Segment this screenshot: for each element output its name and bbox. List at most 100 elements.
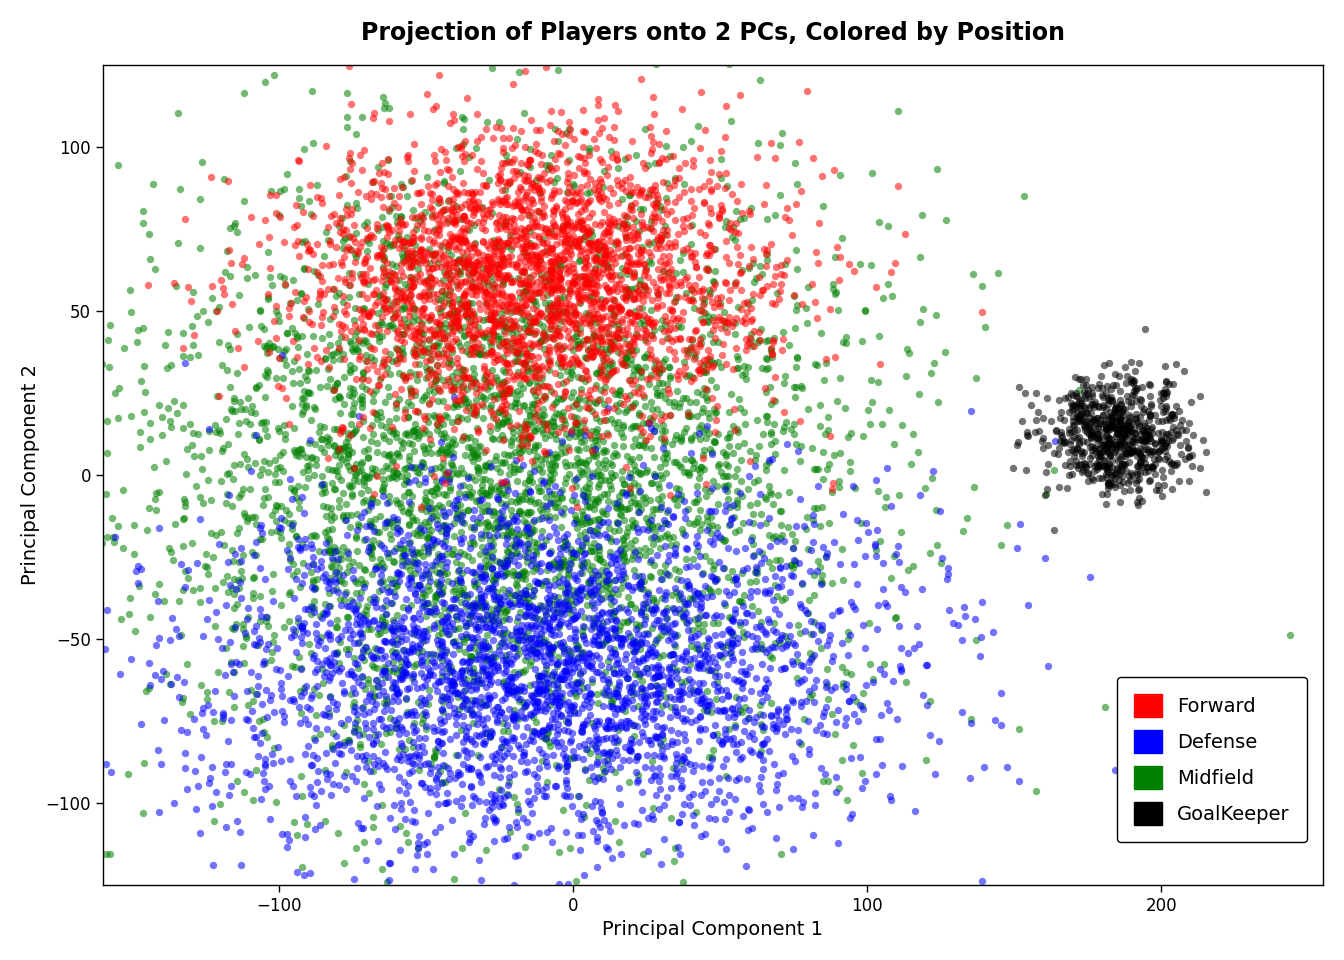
Point (429, 228, 450, 243)
Point (732, 563, 754, 578)
Point (63, 516, 85, 531)
Point (399, 380, 421, 396)
Point (352, 410, 374, 425)
Point (496, 196, 517, 211)
Point (630, 605, 652, 620)
Point (91, 535, 113, 550)
Point (422, 557, 444, 572)
Point (351, 286, 372, 301)
Point (493, 559, 515, 574)
Point (837, 647, 859, 662)
Point (636, 371, 657, 386)
Point (512, 362, 534, 377)
Point (430, 674, 452, 689)
Point (710, 530, 731, 545)
Point (351, 455, 372, 470)
Point (421, 654, 442, 669)
Point (138, 656, 160, 671)
Point (621, 658, 642, 673)
Point (452, 342, 473, 357)
Point (344, 317, 366, 332)
Point (501, 684, 523, 699)
Point (515, 245, 536, 260)
Point (530, 564, 551, 579)
Point (542, 603, 563, 618)
Point (543, 386, 564, 401)
Point (624, 562, 645, 577)
Point (511, 444, 532, 460)
Point (734, 295, 755, 310)
Point (524, 408, 546, 423)
Point (418, 312, 439, 327)
Point (431, 639, 453, 655)
Point (1024, 424, 1046, 440)
Point (628, 246, 649, 261)
Point (386, 258, 407, 274)
Point (687, 586, 708, 601)
Point (413, 630, 434, 645)
Point (1109, 393, 1130, 408)
Point (379, 347, 401, 362)
Point (277, 324, 298, 340)
Point (521, 398, 543, 414)
Point (110, 612, 132, 627)
Point (804, 461, 825, 476)
Point (399, 369, 421, 384)
Point (509, 664, 531, 680)
Point (508, 504, 530, 519)
Point (485, 592, 507, 608)
Point (335, 329, 356, 345)
Point (673, 424, 695, 440)
Point (590, 801, 612, 816)
Point (582, 466, 603, 481)
Point (430, 427, 452, 443)
Point (263, 628, 285, 643)
Point (1114, 445, 1136, 461)
Point (1167, 456, 1188, 471)
Point (241, 405, 262, 420)
Point (83, 334, 105, 349)
Point (683, 583, 704, 598)
Point (536, 666, 558, 682)
Point (503, 536, 524, 551)
Point (836, 682, 857, 697)
Point (450, 396, 472, 412)
Point (453, 208, 474, 224)
Point (468, 256, 489, 272)
Point (524, 637, 546, 653)
Point (745, 619, 766, 635)
Point (517, 543, 539, 559)
Point (413, 284, 434, 300)
Point (314, 766, 336, 781)
Point (339, 277, 360, 293)
Point (749, 269, 770, 284)
Point (327, 345, 348, 360)
Point (415, 353, 437, 369)
Point (664, 580, 685, 595)
Point (741, 744, 762, 759)
Point (551, 690, 573, 706)
Point (302, 40, 324, 56)
Point (442, 541, 464, 557)
Point (769, 284, 790, 300)
Point (606, 420, 628, 435)
Point (421, 206, 442, 222)
Point (445, 308, 466, 324)
Point (406, 366, 427, 381)
Point (835, 335, 856, 350)
Point (405, 331, 426, 347)
Point (530, 601, 551, 616)
Point (753, 196, 774, 211)
Point (413, 300, 434, 315)
Point (1120, 410, 1141, 425)
Point (1140, 389, 1161, 404)
Point (371, 711, 392, 727)
Point (554, 655, 575, 670)
Point (656, 611, 677, 626)
Point (569, 219, 590, 234)
Point (660, 369, 681, 384)
Point (762, 496, 784, 512)
Point (1154, 403, 1176, 419)
Point (544, 711, 566, 727)
Point (598, 227, 620, 242)
